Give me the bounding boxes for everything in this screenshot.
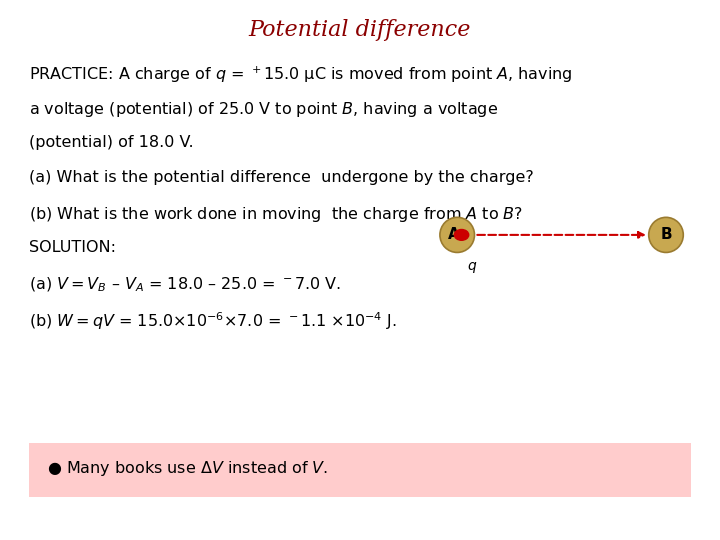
Text: a voltage (potential) of 25.0 V to point $B$, having a voltage: a voltage (potential) of 25.0 V to point… <box>29 100 498 119</box>
Text: PRACTICE: A charge of $q$ = $^+$15.0 μC is moved from point $A$, having: PRACTICE: A charge of $q$ = $^+$15.0 μC … <box>29 65 572 85</box>
FancyBboxPatch shape <box>29 443 691 497</box>
Text: B: B <box>660 227 672 242</box>
Text: (a) $V = V_B$ – $V_A$ = 18.0 – 25.0 = $^-$7.0 V.: (a) $V = V_B$ – $V_A$ = 18.0 – 25.0 = $^… <box>29 275 341 294</box>
Text: SOLUTION:: SOLUTION: <box>29 240 116 255</box>
Text: Potential difference: Potential difference <box>249 19 471 41</box>
Text: (b) What is the work done in moving  the charge from $A$ to $B$?: (b) What is the work done in moving the … <box>29 205 523 224</box>
Text: (b) $W = qV$ = 15.0×10$^{-6}$×7.0 = $^-$1.1 ×10$^{-4}$ J.: (b) $W = qV$ = 15.0×10$^{-6}$×7.0 = $^-$… <box>29 310 397 332</box>
Text: A: A <box>448 227 459 242</box>
Ellipse shape <box>649 217 683 253</box>
Ellipse shape <box>440 217 474 253</box>
Text: ● Many books use Δ$V$ instead of $V$.: ● Many books use Δ$V$ instead of $V$. <box>47 458 328 478</box>
Circle shape <box>454 230 469 240</box>
Text: (a) What is the potential difference  undergone by the charge?: (a) What is the potential difference und… <box>29 170 534 185</box>
Text: $q$: $q$ <box>467 260 477 275</box>
Text: (potential) of 18.0 V.: (potential) of 18.0 V. <box>29 135 194 150</box>
